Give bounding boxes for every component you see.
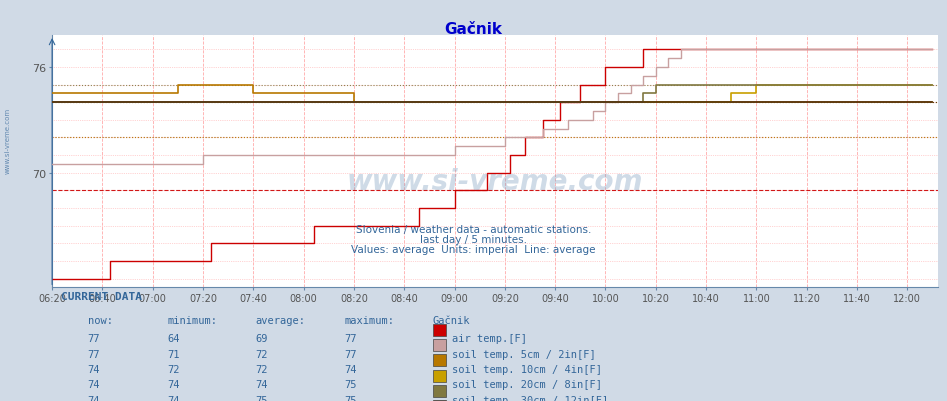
Text: 72: 72 <box>256 364 268 374</box>
Text: maximum:: maximum: <box>345 315 394 325</box>
Text: soil temp. 20cm / 8in[F]: soil temp. 20cm / 8in[F] <box>453 379 602 389</box>
Text: 71: 71 <box>168 349 180 359</box>
Text: www.si-vreme.com: www.si-vreme.com <box>5 107 10 173</box>
Text: 74: 74 <box>87 395 100 401</box>
FancyBboxPatch shape <box>433 370 446 382</box>
FancyBboxPatch shape <box>433 339 446 351</box>
Text: www.si-vreme.com: www.si-vreme.com <box>347 168 643 196</box>
Text: 77: 77 <box>87 349 100 359</box>
Text: average:: average: <box>256 315 306 325</box>
Text: Gačnik: Gačnik <box>444 22 503 37</box>
Text: 72: 72 <box>256 349 268 359</box>
Text: 77: 77 <box>87 334 100 344</box>
Text: last day / 5 minutes.: last day / 5 minutes. <box>420 235 527 245</box>
Text: 74: 74 <box>256 379 268 389</box>
Text: soil temp. 30cm / 12in[F]: soil temp. 30cm / 12in[F] <box>453 395 609 401</box>
Text: minimum:: minimum: <box>168 315 217 325</box>
Text: 74: 74 <box>168 379 180 389</box>
Text: 74: 74 <box>168 395 180 401</box>
Text: Slovenia / weather data - automatic stations.: Slovenia / weather data - automatic stat… <box>356 225 591 235</box>
Text: 69: 69 <box>256 334 268 344</box>
FancyBboxPatch shape <box>433 385 446 397</box>
Text: soil temp. 10cm / 4in[F]: soil temp. 10cm / 4in[F] <box>453 364 602 374</box>
Text: 74: 74 <box>87 364 100 374</box>
Text: 74: 74 <box>87 379 100 389</box>
Text: 75: 75 <box>256 395 268 401</box>
Text: 77: 77 <box>345 334 357 344</box>
Text: Gačnik: Gačnik <box>433 315 471 325</box>
FancyBboxPatch shape <box>433 324 446 336</box>
FancyBboxPatch shape <box>433 354 446 367</box>
Text: Values: average  Units: imperial  Line: average: Values: average Units: imperial Line: av… <box>351 245 596 255</box>
Text: air temp.[F]: air temp.[F] <box>453 334 527 344</box>
Text: 75: 75 <box>345 379 357 389</box>
Text: 77: 77 <box>345 349 357 359</box>
Text: now:: now: <box>87 315 113 325</box>
Text: CURRENT DATA: CURRENT DATA <box>61 291 142 301</box>
FancyBboxPatch shape <box>433 400 446 401</box>
Text: soil temp. 5cm / 2in[F]: soil temp. 5cm / 2in[F] <box>453 349 596 359</box>
Text: 74: 74 <box>345 364 357 374</box>
Text: 64: 64 <box>168 334 180 344</box>
Text: 75: 75 <box>345 395 357 401</box>
Text: 72: 72 <box>168 364 180 374</box>
